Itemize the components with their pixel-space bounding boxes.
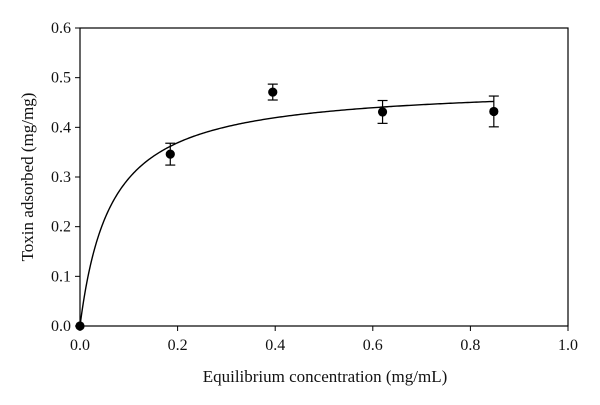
x-axis-label: Equilibrium concentration (mg/mL) [203, 367, 448, 386]
x-tick-label: 0.4 [265, 337, 285, 354]
plot-frame [79, 27, 569, 327]
y-tick-label: 0.0 [51, 318, 71, 335]
fit-curve [79, 100, 494, 327]
plot-frame-group [79, 27, 569, 327]
x-tick-label: 0.6 [363, 337, 383, 354]
data-point [377, 107, 388, 117]
y-tick-label: 0.2 [51, 219, 71, 236]
x-tick-label: 0.0 [70, 337, 90, 354]
data-point [75, 321, 85, 331]
fit-curve-group [79, 100, 494, 327]
y-tick-label: 0.5 [51, 70, 71, 87]
y-tick-label: 0.4 [51, 119, 71, 136]
data-point [268, 87, 278, 97]
data-points-group [75, 83, 499, 331]
x-tick-label: 0.8 [460, 337, 480, 354]
y-tick-label: 0.6 [51, 20, 71, 37]
x-tick-label: 0.2 [168, 337, 188, 354]
data-point [489, 106, 499, 117]
y-tick-label: 0.3 [51, 169, 71, 186]
y-tick-label: 0.1 [51, 268, 71, 285]
data-point [165, 149, 175, 159]
x-tick-label: 1.0 [558, 337, 578, 354]
ticks-group: 0.0 0.2 0.4 0.6 0.8 1.0 0.0 0.1 0.2 0.3 0.4 0.5 0.6 [51, 20, 578, 354]
y-axis-label: Toxin adsorbed (mg/mg) [18, 93, 37, 262]
